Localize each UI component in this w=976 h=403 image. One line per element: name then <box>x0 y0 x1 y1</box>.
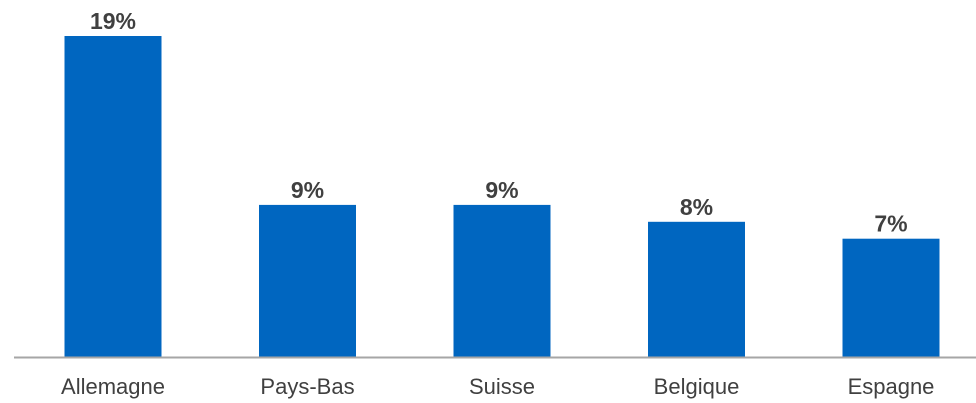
bar-belgique <box>648 221 745 357</box>
value-label-espagne: 7% <box>874 211 907 237</box>
value-label-belgique: 8% <box>680 194 713 220</box>
category-label-suisse: Suisse <box>469 374 535 399</box>
bar-suisse <box>453 204 551 357</box>
bar-pays-bas <box>259 204 356 357</box>
bar-allemagne <box>64 36 162 357</box>
category-label-pays-bas: Pays-Bas <box>260 374 354 399</box>
bars-layer <box>64 36 940 357</box>
value-label-allemagne: 19% <box>90 8 136 34</box>
category-label-belgique: Belgique <box>654 374 740 399</box>
category-label-allemagne: Allemagne <box>61 374 165 399</box>
value-labels-layer: 19% 9% 9% 8% 7% <box>90 8 908 237</box>
value-label-pays-bas: 9% <box>291 177 324 203</box>
value-label-suisse: 9% <box>485 177 518 203</box>
category-label-espagne: Espagne <box>848 374 935 399</box>
category-labels-layer: Allemagne Pays-Bas Suisse Belgique Espagne <box>61 374 934 399</box>
bar-espagne <box>842 238 940 357</box>
